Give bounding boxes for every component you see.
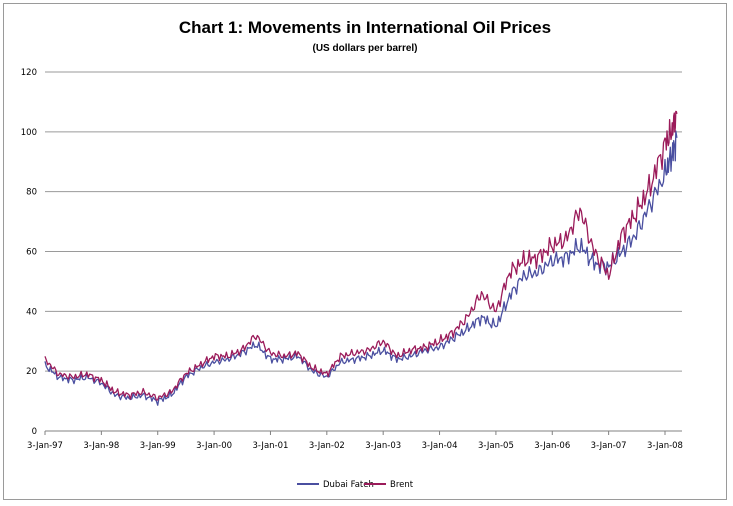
x-axis-ticks: 3-Jan-97 3-Jan-98 3-Jan-99 3-Jan-00 3-Jan-01… [27,431,683,451]
x-tick-label: 3-Jan-05 [478,441,514,451]
chart-title: Chart 1: Movements in International Oil … [179,18,551,37]
legend: Dubai Fateh Brent [297,480,414,490]
x-tick-label: 3-Jan-97 [27,441,63,451]
x-tick-label: 3-Jan-07 [591,441,627,451]
x-tick-label: 3-Jan-04 [422,441,458,451]
y-tick-label: 120 [21,68,37,78]
x-tick-label: 3-Jan-00 [196,441,232,451]
x-tick-label: 3-Jan-02 [309,441,345,451]
series-line-brent [44,110,678,401]
y-axis-ticks: 0 20 40 60 80 100 120 [21,68,37,437]
x-tick-label: 3-Jan-99 [140,441,176,451]
chart-subtitle: (US dollars per barrel) [312,43,417,54]
legend-label: Dubai Fateh [323,480,374,490]
legend-label: Brent [390,480,414,490]
series-line-dubai-fateh [44,130,678,406]
y-tick-label: 100 [21,128,37,138]
y-tick-label: 80 [26,188,37,198]
x-tick-label: 3-Jan-06 [534,441,570,451]
y-tick-label: 0 [32,427,37,437]
x-tick-label: 3-Jan-01 [252,441,288,451]
y-tick-label: 60 [26,248,37,258]
x-tick-label: 3-Jan-98 [83,441,119,451]
x-tick-label: 3-Jan-08 [647,441,683,451]
x-tick-label: 3-Jan-03 [365,441,401,451]
series-lines [44,110,678,406]
y-tick-label: 40 [26,307,37,317]
y-tick-label: 20 [26,367,37,377]
gridlines [45,71,682,432]
